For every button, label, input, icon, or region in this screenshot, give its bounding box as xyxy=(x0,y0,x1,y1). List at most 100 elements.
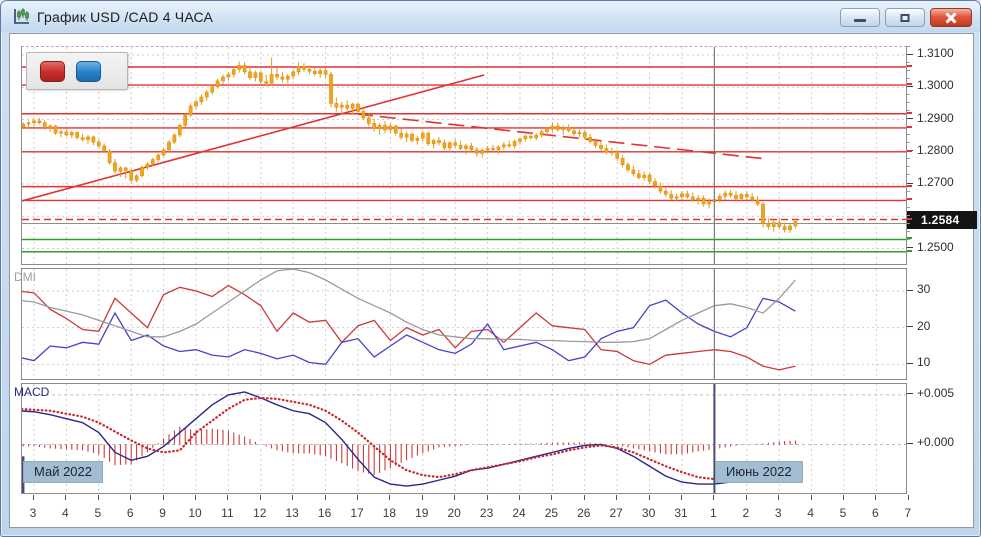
candle xyxy=(86,136,90,140)
candle xyxy=(728,192,733,196)
candle xyxy=(329,74,333,104)
close-button[interactable] xyxy=(930,8,972,27)
axis-minor-tick xyxy=(907,174,910,176)
dmi-axis-label: 30 xyxy=(917,282,931,296)
candle xyxy=(469,145,474,151)
candle xyxy=(107,150,112,164)
time-axis-tick xyxy=(551,495,553,500)
candle xyxy=(534,134,539,139)
axis-minor-tick xyxy=(907,230,910,232)
candle xyxy=(226,74,231,78)
di-red-line xyxy=(22,284,796,371)
day-label: 30 xyxy=(641,506,656,520)
time-axis-tick xyxy=(324,495,326,500)
candle xyxy=(582,132,587,138)
candle xyxy=(626,164,630,171)
restore-button[interactable] xyxy=(885,8,925,27)
day-label: 5 xyxy=(94,506,102,520)
chart-client-area: DMI MACD Май 2022 Июнь 2022 1.2584 1.310… xyxy=(9,33,977,528)
candle xyxy=(253,72,258,78)
candle xyxy=(523,136,528,140)
candle xyxy=(113,162,117,172)
candle xyxy=(377,125,382,129)
level-axis-tick xyxy=(907,83,912,86)
candle xyxy=(345,104,350,109)
candle xyxy=(777,222,782,227)
candle xyxy=(474,149,479,154)
level-axis-tick xyxy=(907,184,912,187)
candle xyxy=(631,169,636,174)
candle xyxy=(658,185,663,192)
candle xyxy=(480,149,485,154)
candle xyxy=(404,133,409,138)
time-axis-tick xyxy=(97,495,99,500)
di-blue-line xyxy=(22,297,796,366)
candle xyxy=(442,142,447,149)
axis-minor-tick xyxy=(907,45,910,47)
buy-blue-button[interactable] xyxy=(76,60,101,82)
level-axis-tick xyxy=(907,125,912,128)
candle xyxy=(685,193,690,198)
day-label: 11 xyxy=(221,506,234,520)
time-axis-tick xyxy=(162,495,164,500)
axis-tick xyxy=(907,362,913,364)
candle xyxy=(312,70,317,75)
candle xyxy=(755,199,760,205)
candle xyxy=(485,148,490,151)
candle xyxy=(669,194,674,199)
time-axis-tick xyxy=(130,495,132,500)
price-axis-label: 1.2800 xyxy=(917,142,954,157)
day-label: 24 xyxy=(512,506,526,520)
time-axis-tick xyxy=(357,495,358,500)
day-label: 3 xyxy=(29,506,37,520)
candle xyxy=(156,154,161,160)
candle xyxy=(221,76,225,82)
candle xyxy=(53,125,58,134)
day-label: 27 xyxy=(609,506,623,520)
time-axis-tick xyxy=(648,495,650,500)
axis-minor-tick xyxy=(907,77,910,79)
month-label-june: Июнь 2022 xyxy=(715,461,803,483)
candle xyxy=(447,142,452,149)
candle xyxy=(566,127,571,132)
candle xyxy=(550,125,555,130)
day-label: 17 xyxy=(350,506,364,520)
candle xyxy=(561,127,566,131)
candle xyxy=(356,103,360,112)
time-axis-tick xyxy=(454,495,456,500)
axis-minor-tick xyxy=(907,206,910,208)
adx-gray-line xyxy=(22,269,796,343)
candle xyxy=(717,196,722,200)
candle xyxy=(458,145,463,149)
candle xyxy=(577,132,582,134)
price-chart-panel[interactable] xyxy=(21,46,907,265)
candle xyxy=(496,146,501,151)
candle xyxy=(507,144,512,147)
sell-red-button[interactable] xyxy=(40,60,65,82)
candle xyxy=(215,80,220,87)
candle xyxy=(194,101,198,107)
day-label: 12 xyxy=(253,506,267,520)
time-axis-tick xyxy=(389,495,391,500)
price-axis-label: 1.3000 xyxy=(917,78,954,93)
candle xyxy=(291,71,296,77)
month-label-may: Май 2022 xyxy=(23,461,103,483)
candle xyxy=(415,137,420,141)
axis-tick xyxy=(907,118,913,120)
candle xyxy=(64,131,69,136)
current-price-box: 1.2584 xyxy=(907,211,977,229)
candle xyxy=(663,190,668,195)
candle xyxy=(334,103,339,108)
candle xyxy=(183,114,188,126)
dmi-indicator-panel[interactable] xyxy=(21,268,907,380)
candle xyxy=(172,134,177,143)
candle xyxy=(642,174,647,178)
day-label: 5 xyxy=(839,506,847,520)
axis-minor-tick xyxy=(907,158,910,160)
day-label: 26 xyxy=(577,506,591,520)
candle xyxy=(134,175,139,181)
day-label: 9 xyxy=(159,506,166,520)
candle xyxy=(539,131,544,136)
title-bar[interactable]: График USD /CAD 4 ЧАСА xyxy=(1,1,980,32)
minimize-button[interactable] xyxy=(840,8,880,27)
